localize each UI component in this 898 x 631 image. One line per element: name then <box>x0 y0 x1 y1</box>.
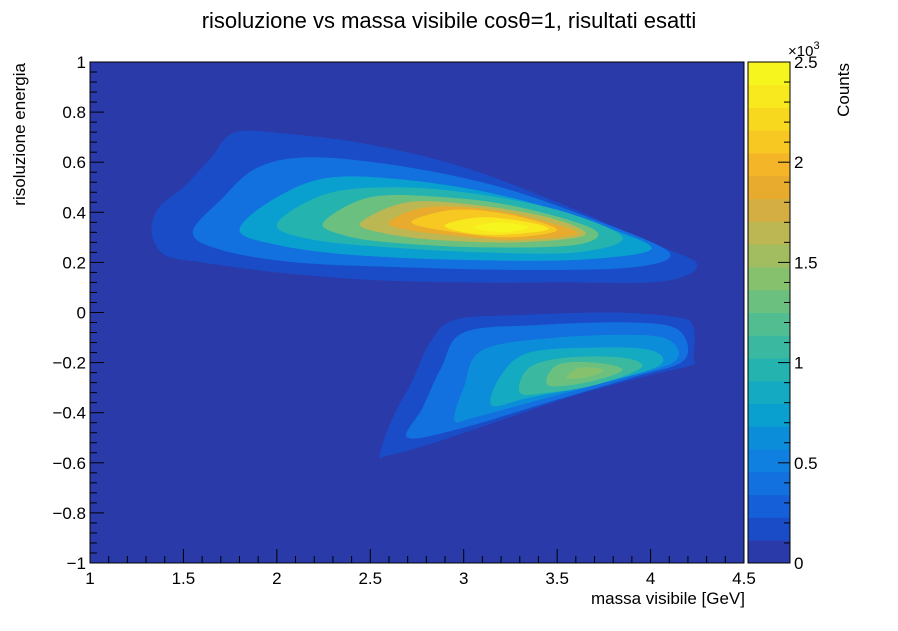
y-tick-label: −0.8 <box>52 504 86 523</box>
x-tick-label: 1.5 <box>172 569 196 588</box>
colorbar-tick-label: 2 <box>794 153 803 172</box>
colorbar-swatch <box>748 426 790 450</box>
colorbar-swatch <box>748 289 790 313</box>
y-tick-label: 0.6 <box>62 153 86 172</box>
chart-title: risoluzione vs massa visibile cosθ=1, ri… <box>202 8 697 33</box>
colorbar-swatch <box>748 221 790 245</box>
colorbar-swatch <box>748 266 790 291</box>
colorbar-swatch <box>748 312 790 336</box>
y-tick-label: 0.2 <box>62 253 86 272</box>
colorbar-tick-label: 0.5 <box>794 454 818 473</box>
colorbar-swatch <box>748 84 790 108</box>
colorbar-swatch <box>748 471 790 496</box>
colorbar-swatch <box>748 540 790 564</box>
y-tick-label: 0 <box>77 304 86 323</box>
y-tick-label: −0.2 <box>52 354 86 373</box>
colorbar-swatch <box>748 494 790 518</box>
heatmap-region-lower-band <box>379 312 696 459</box>
heatmap-contour-level <box>566 367 604 379</box>
colorbar-tick-label: 0 <box>794 554 803 573</box>
colorbar-swatch <box>748 517 790 541</box>
y-tick-label: −0.6 <box>52 454 86 473</box>
plot-background <box>90 62 744 563</box>
y-tick-label: −0.4 <box>52 404 86 423</box>
x-tick-label: 2 <box>272 569 281 588</box>
colorbar-swatch <box>748 358 790 382</box>
colorbar-tick-label: 1 <box>794 354 803 373</box>
heatmap-contour-level <box>473 222 530 233</box>
colorbar-exponent: ×103 <box>788 40 820 60</box>
colorbar-swatch <box>748 403 790 427</box>
colorbar-swatch <box>748 380 790 404</box>
y-axis-label: risoluzione energia <box>10 62 29 205</box>
colorbar-frame <box>747 61 791 564</box>
colorbar-tick-label: 1.5 <box>794 253 818 272</box>
colorbar-swatch <box>748 130 790 154</box>
colorbar-swatch <box>748 198 790 222</box>
x-tick-label: 3.5 <box>545 569 569 588</box>
y-tick-label: −1 <box>67 554 86 573</box>
colorbar-tick-label: 2.5 <box>794 53 818 72</box>
x-tick-label: 4 <box>646 569 655 588</box>
x-tick-label: 1 <box>85 569 94 588</box>
colorbar-swatch <box>748 335 790 359</box>
y-tick-label: 0.8 <box>62 103 86 122</box>
colorbar-swatch <box>748 153 790 177</box>
colorbar-swatch <box>748 62 790 86</box>
y-tick-label: 0.4 <box>62 203 86 222</box>
colorbar-swatch <box>748 244 790 268</box>
x-tick-label: 2.5 <box>358 569 382 588</box>
colorbar-swatch <box>748 175 790 200</box>
x-tick-label: 4.5 <box>732 569 756 588</box>
colorbar-swatch <box>748 449 790 473</box>
heatmap-region-upper-band <box>151 130 698 283</box>
colorbar-swatch <box>748 107 790 131</box>
y-tick-label: 1 <box>77 53 86 72</box>
x-axis-label: massa visibile [GeV] <box>591 589 745 608</box>
x-tick-label: 3 <box>459 569 468 588</box>
colorbar-label: Counts <box>834 63 853 117</box>
